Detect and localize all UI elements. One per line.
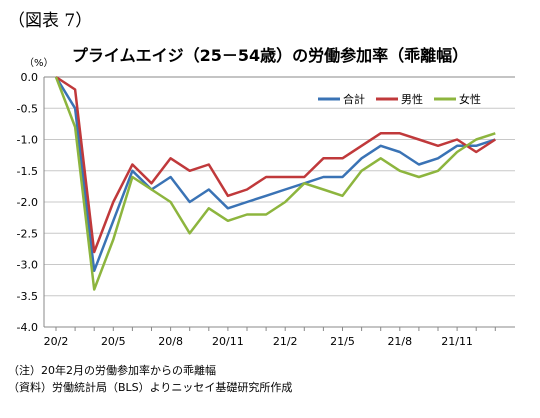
x-tick-label: 21/5 [330,335,355,348]
series-lines [54,75,496,291]
chart-title: プライムエイジ（25－54歳）の労働参加率（乖離幅） [71,46,469,65]
figure-label: （図表 7） [8,11,93,31]
legend: 合計 男性 女性 [318,92,481,106]
y-axis-unit: （%） [24,58,54,69]
series-line-1 [55,75,496,254]
y-tick-label: -4.0 [17,321,38,334]
source-note: （資料）労働統計局（BLS）よりニッセイ基礎研究所作成 [8,381,293,394]
y-tick-label: -1.5 [17,165,38,178]
x-tick-label: 20/2 [44,335,69,348]
y-tick-label: -3.5 [17,290,38,303]
y-tick-label: -1.0 [17,134,38,147]
x-tick-label: 20/11 [212,335,244,348]
x-tick-label: 20/5 [101,335,126,348]
y-tick-label: 0.0 [21,71,39,84]
x-tick-label: 21/2 [273,335,298,348]
y-tick-label: -2.5 [17,227,38,240]
x-tick-label: 20/8 [158,335,183,348]
y-tick-label: -2.0 [17,196,38,209]
x-axis-ticks: 20/2 20/5 20/8 20/11 21/2 21/5 21/8 21/11 [44,327,496,348]
series-line-0 [54,76,496,273]
x-tick-label: 21/8 [387,335,412,348]
legend-label-2: 女性 [459,92,481,106]
footnote: （注）20年2月の労働参加率からの乖離幅 [8,364,216,377]
legend-label-0: 合計 [343,92,365,106]
legend-label-1: 男性 [401,92,423,106]
y-tick-label: -3.0 [17,259,38,272]
y-axis-ticks: 0.0 -0.5 -1.0 -1.5 -2.0 -2.5 -3.0 -3.5 -4.0 [17,71,38,334]
x-tick-label: 21/11 [441,335,473,348]
series-line-2 [54,76,496,291]
y-tick-label: -0.5 [17,102,38,115]
gridlines [43,76,515,328]
